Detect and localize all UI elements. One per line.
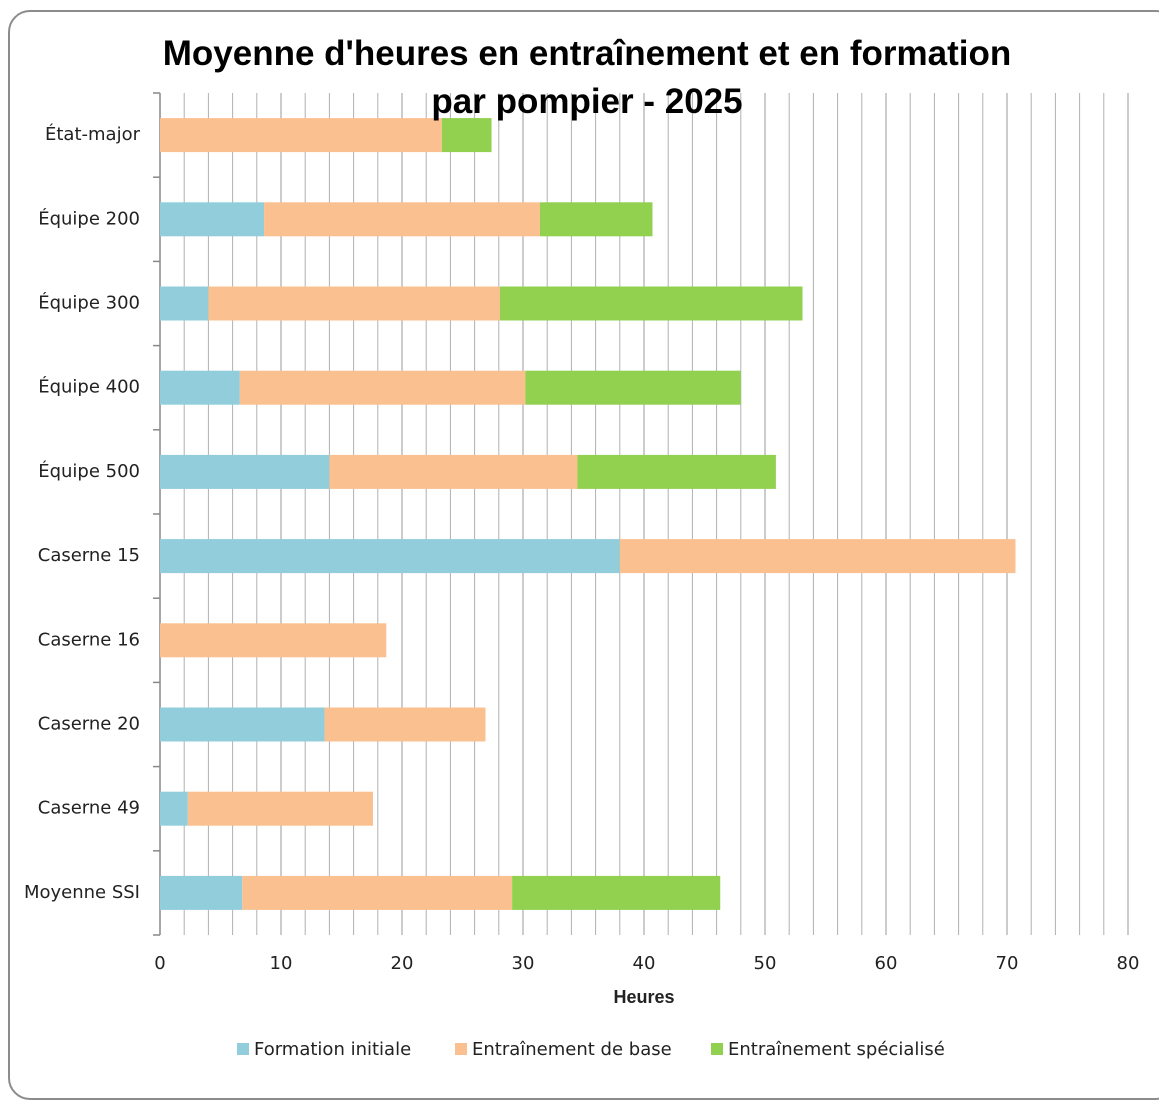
- y-tick-label: Caserne 49: [38, 798, 140, 819]
- legend-label: Entraînement de base: [472, 1039, 672, 1060]
- y-tick-label: Équipe 300: [38, 292, 140, 314]
- bar-segment: [160, 118, 442, 153]
- y-tick-label: Moyenne SSI: [24, 882, 140, 903]
- bar-segment: [329, 454, 578, 489]
- chart-container: 0 10 20 30 40 50 60 70 80 Heures État-major Équipe …: [8, 10, 1159, 1100]
- x-tick-label: 40: [633, 953, 656, 974]
- bar-segment: [619, 539, 1016, 574]
- bar-segment: [242, 875, 513, 910]
- chart: 0 10 20 30 40 50 60 70 80 Heures État-major Équipe …: [24, 92, 1140, 1060]
- bar-segment: [160, 623, 387, 658]
- bar-segment: [160, 202, 265, 237]
- x-tick-label: 0: [154, 953, 165, 974]
- bar-segment: [512, 875, 721, 910]
- y-tick-label: Caserne 16: [38, 629, 140, 650]
- bar-segment: [160, 539, 620, 574]
- chart-title: Moyenne d'heures en entraînement et en f…: [162, 34, 1012, 121]
- bar-segment: [539, 202, 653, 237]
- x-tick-label: 20: [391, 953, 414, 974]
- bar-segment: [500, 286, 803, 321]
- bar-segment: [239, 370, 526, 405]
- y-tick-label: Équipe 400: [38, 376, 140, 398]
- bar-segment: [160, 370, 240, 405]
- x-tick-label: 30: [512, 953, 535, 974]
- bar-segment: [208, 286, 501, 321]
- x-tick-label: 70: [996, 953, 1019, 974]
- x-tick-label: 50: [754, 953, 777, 974]
- y-tick-label: Caserne 15: [38, 545, 140, 566]
- y-tick-label: Caserne 20: [38, 714, 140, 735]
- bar-segment: [525, 370, 741, 405]
- x-axis-label: Heures: [613, 987, 674, 1007]
- y-tick-label: Équipe 200: [38, 207, 140, 229]
- x-tick-label: 60: [875, 953, 898, 974]
- bar-segment: [160, 791, 188, 826]
- legend-swatch: [455, 1043, 467, 1055]
- y-tick-label: État-major: [45, 123, 141, 145]
- bar-segment: [160, 454, 330, 489]
- y-tick-label: Équipe 500: [38, 460, 140, 482]
- bar-segment: [441, 118, 492, 153]
- bar-segment: [160, 875, 243, 910]
- bar-segment: [160, 286, 209, 321]
- bar-segment: [160, 707, 325, 742]
- x-tick-label: 10: [270, 953, 293, 974]
- legend-swatch: [711, 1043, 723, 1055]
- x-tick-label: 80: [1117, 953, 1140, 974]
- legend-swatch: [237, 1043, 249, 1055]
- bar-segment: [577, 454, 776, 489]
- bar-segment: [264, 202, 540, 237]
- legend-label: Entraînement spécialisé: [728, 1039, 945, 1060]
- legend-label: Formation initiale: [254, 1039, 411, 1060]
- bar-segment: [324, 707, 486, 742]
- bar-segment: [187, 791, 373, 826]
